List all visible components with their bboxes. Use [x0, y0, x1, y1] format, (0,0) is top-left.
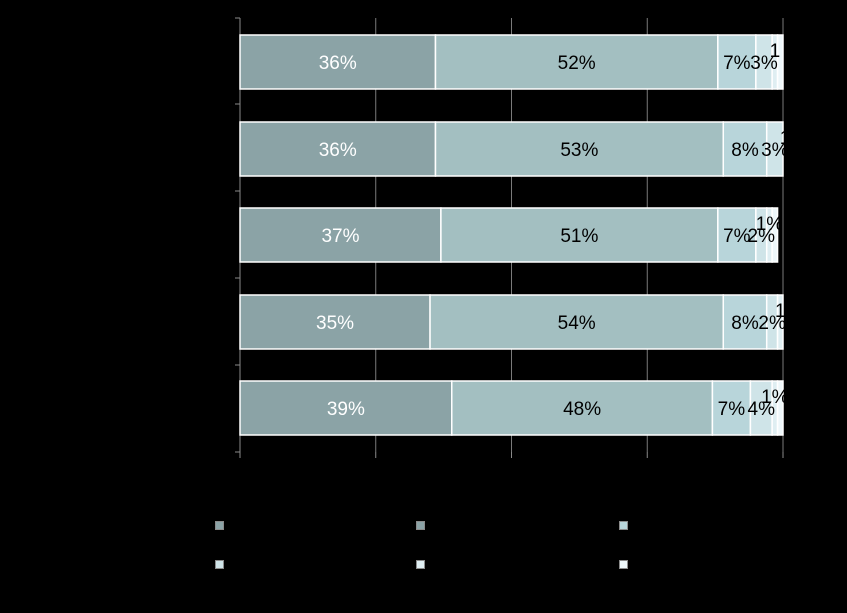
bar-segment	[239, 380, 453, 436]
data-label: 3%	[761, 140, 789, 161]
data-label: 2%	[748, 226, 776, 247]
bar-segment	[717, 207, 757, 263]
data-label: 4%	[748, 399, 776, 420]
bar-segment	[771, 207, 779, 263]
data-label: 7%	[723, 53, 751, 74]
data-labels: 36% 52% 7% 3%136% 53% 8% 3%137% 51% 7%2%1%35% 54%…	[316, 41, 790, 420]
bar-segment	[776, 34, 784, 90]
bar-segment	[711, 380, 752, 436]
data-label: 39%	[327, 399, 365, 420]
bar-rows	[239, 34, 784, 436]
data-label: 8%	[731, 313, 759, 334]
bar-segment	[239, 207, 442, 263]
data-label: 36%	[319, 53, 357, 74]
data-label: 51%	[560, 226, 598, 247]
data-label: 8%	[731, 140, 759, 161]
legend-swatch	[215, 521, 224, 530]
legend-swatch	[416, 560, 425, 569]
data-label: 1%	[756, 214, 784, 235]
bar-segment	[434, 121, 725, 177]
legend-swatch	[619, 521, 628, 530]
bar-segment	[429, 294, 725, 350]
data-label: 1	[780, 128, 791, 149]
data-label: 3%	[750, 53, 778, 74]
bar-segment	[239, 294, 431, 350]
data-label: 48%	[563, 399, 601, 420]
legend-swatch	[215, 560, 224, 569]
data-label: 35%	[316, 313, 354, 334]
data-label: 7%	[718, 399, 746, 420]
bar-segment	[717, 34, 757, 90]
bar-segment	[722, 294, 768, 350]
data-label: 53%	[560, 140, 598, 161]
bar-segment	[776, 380, 784, 436]
data-label: 1	[775, 301, 786, 322]
data-label: 2%	[758, 313, 786, 334]
bar-segment	[440, 207, 719, 263]
bar-segment	[434, 34, 719, 90]
bar-segment	[239, 34, 437, 90]
data-label: 1	[770, 41, 781, 62]
data-label: 1%	[761, 387, 789, 408]
data-label: 54%	[558, 313, 596, 334]
bar-segment	[776, 294, 784, 350]
data-label: 52%	[558, 53, 596, 74]
bar-segment	[765, 121, 784, 177]
legend-swatch	[619, 560, 628, 569]
data-label: 36%	[319, 140, 357, 161]
legend-swatch	[416, 521, 425, 530]
data-label: 37%	[321, 226, 359, 247]
data-label: 7%	[723, 226, 751, 247]
